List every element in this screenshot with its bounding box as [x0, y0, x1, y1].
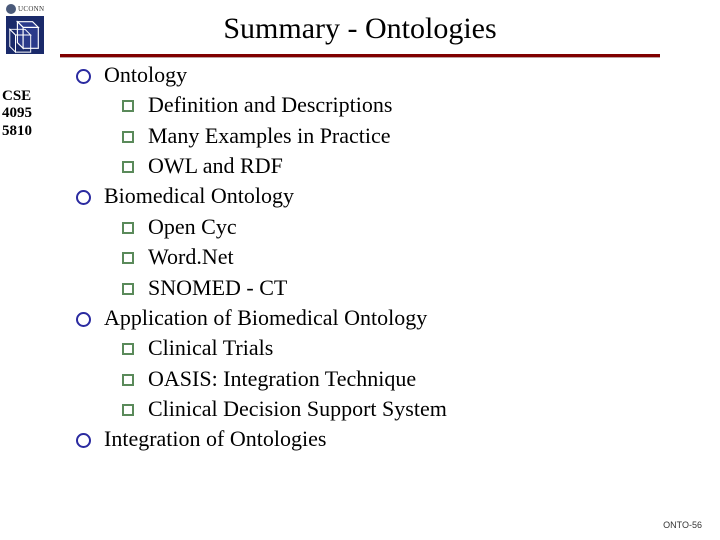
list-item: Clinical Trials	[118, 333, 447, 363]
brand-logo: UCONN	[6, 4, 52, 54]
sublist: Clinical Trials OASIS: Integration Techn…	[118, 333, 447, 424]
slide: UCONN CSE	[0, 0, 720, 540]
list-item-label: Word.Net	[148, 244, 234, 269]
list-item-label: Definition and Descriptions	[148, 92, 392, 117]
list-item-label: SNOMED - CT	[148, 275, 287, 300]
list-item: Many Examples in Practice	[118, 121, 447, 151]
list-item: OASIS: Integration Technique	[118, 364, 447, 394]
brand-text-row: UCONN	[6, 4, 52, 14]
sublist: Definition and Descriptions Many Example…	[118, 90, 447, 181]
list-item-label: Clinical Decision Support System	[148, 396, 447, 421]
list-item: SNOMED - CT	[118, 273, 447, 303]
course-code: CSE	[2, 88, 32, 105]
list-item-label: Clinical Trials	[148, 335, 273, 360]
content: Ontology Definition and Descriptions Man…	[70, 60, 447, 455]
brand-dot-icon	[6, 4, 16, 14]
list-item-label: OWL and RDF	[148, 153, 283, 178]
list-item-label: Ontology	[104, 62, 187, 87]
list-item: Application of Biomedical Ontology Clini…	[70, 303, 447, 424]
slide-number: ONTO-56	[663, 520, 702, 530]
list-item-label: OASIS: Integration Technique	[148, 366, 416, 391]
list-item: Ontology Definition and Descriptions Man…	[70, 60, 447, 181]
list-item: Word.Net	[118, 242, 447, 272]
list-item-label: Integration of Ontologies	[104, 426, 326, 451]
brand-text: UCONN	[18, 5, 44, 13]
list-item: Definition and Descriptions	[118, 90, 447, 120]
cube-icon	[6, 16, 44, 54]
page-title: Summary - Ontologies	[0, 12, 720, 46]
course-code: 5810	[2, 123, 32, 140]
list-item-label: Application of Biomedical Ontology	[104, 305, 427, 330]
list-item-label: Biomedical Ontology	[104, 183, 294, 208]
title-rule-shadow	[60, 57, 660, 58]
list-item-label: Open Cyc	[148, 214, 237, 239]
list-item: Open Cyc	[118, 212, 447, 242]
list-item: Biomedical Ontology Open Cyc Word.Net SN…	[70, 181, 447, 302]
course-code: 4095	[2, 105, 32, 122]
title-area: Summary - Ontologies	[0, 0, 720, 58]
list-item-label: Many Examples in Practice	[148, 123, 391, 148]
list-item: OWL and RDF	[118, 151, 447, 181]
outline-list: Ontology Definition and Descriptions Man…	[70, 60, 447, 455]
sidebar: UCONN	[6, 4, 52, 54]
course-codes: CSE 4095 5810	[2, 88, 32, 140]
list-item: Integration of Ontologies	[70, 424, 447, 454]
sublist: Open Cyc Word.Net SNOMED - CT	[118, 212, 447, 303]
list-item: Clinical Decision Support System	[118, 394, 447, 424]
